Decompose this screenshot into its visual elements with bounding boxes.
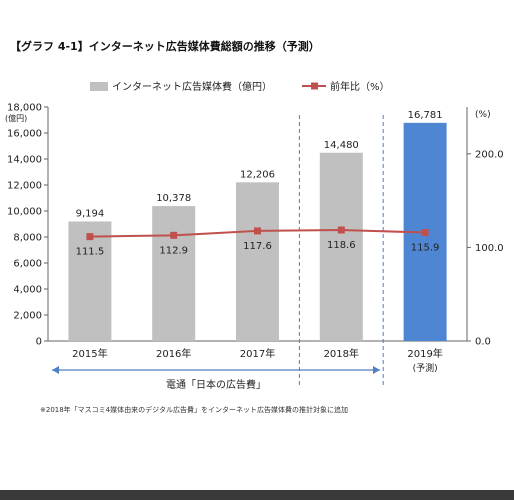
bar <box>152 206 196 341</box>
legend-swatch-marker <box>311 82 318 90</box>
bottom-bar <box>0 490 514 500</box>
x-tick-label: 2019年 <box>407 347 442 360</box>
chart: 0 2,000 4,000 6,000 8,000 10,000 12,000 14,000 1… <box>5 80 504 391</box>
bracket-arrow-left-head <box>52 366 59 374</box>
chart-title: 【グラフ 4-1】インターネット広告媒体費総額の推移（予測） <box>10 40 320 53</box>
y-right-tick-label: 0.0 <box>475 337 491 348</box>
line-marker <box>170 231 178 239</box>
x-tick-label: 2016年 <box>156 347 191 360</box>
y-left-tick-label: 4,000 <box>13 285 42 296</box>
bracket-arrow-right-head <box>373 366 380 374</box>
line-marker <box>86 233 94 241</box>
legend-swatch-bar <box>90 82 108 91</box>
bar-value-label: 12,206 <box>240 169 275 180</box>
bar <box>236 182 279 341</box>
legend-label-line: 前年比（%） <box>330 80 390 93</box>
y-right-tick-label: 100.0 <box>475 243 504 254</box>
y-left-tick-label: 6,000 <box>13 259 42 270</box>
y-left-tick-label: 14,000 <box>7 155 42 166</box>
line-marker <box>254 227 261 235</box>
y-left-tick-label: 18,000 <box>7 103 42 114</box>
x-tick-sublabel: (予測) <box>413 362 438 374</box>
y-left-tick-label: 12,000 <box>7 181 42 192</box>
bar <box>68 221 112 341</box>
x-tick-label: 2015年 <box>72 347 107 360</box>
bar-value-label: 9,194 <box>76 208 105 219</box>
y-right-tick-label: 200.0 <box>475 149 504 160</box>
bar-value-label: 14,480 <box>324 140 359 151</box>
footnote: ※2018年「マスコミ4媒体由来のデジタル広告費」をインターネット広告媒体費の推… <box>40 406 348 414</box>
y-left-tick-label: 8,000 <box>13 233 42 244</box>
x-tick-label: 2017年 <box>240 347 275 360</box>
line-value-label: 117.6 <box>243 241 272 252</box>
bar-value-label: 16,781 <box>408 110 443 121</box>
line-marker <box>421 229 429 237</box>
y-left-axis-label: (億円) <box>5 113 27 123</box>
y-left-tick-label: 2,000 <box>13 311 42 322</box>
y-left-tick-label: 16,000 <box>7 129 42 140</box>
bar <box>319 152 363 341</box>
line-value-label: 112.9 <box>159 245 188 256</box>
x-tick-label: 2018年 <box>324 347 359 360</box>
line-marker <box>337 226 345 234</box>
bar-value-label: 10,378 <box>156 193 191 204</box>
line-value-label: 118.6 <box>327 240 356 251</box>
line-value-label: 111.5 <box>76 247 105 258</box>
legend-label-bar: インターネット広告媒体費（億円） <box>112 80 272 93</box>
line-value-label: 115.9 <box>411 243 440 254</box>
y-left-tick-label: 0 <box>36 337 42 348</box>
y-right-axis-label: (%) <box>475 110 491 120</box>
y-left-tick-label: 10,000 <box>7 207 42 218</box>
bracket-label: 電通「日本の広告費」 <box>166 378 266 391</box>
